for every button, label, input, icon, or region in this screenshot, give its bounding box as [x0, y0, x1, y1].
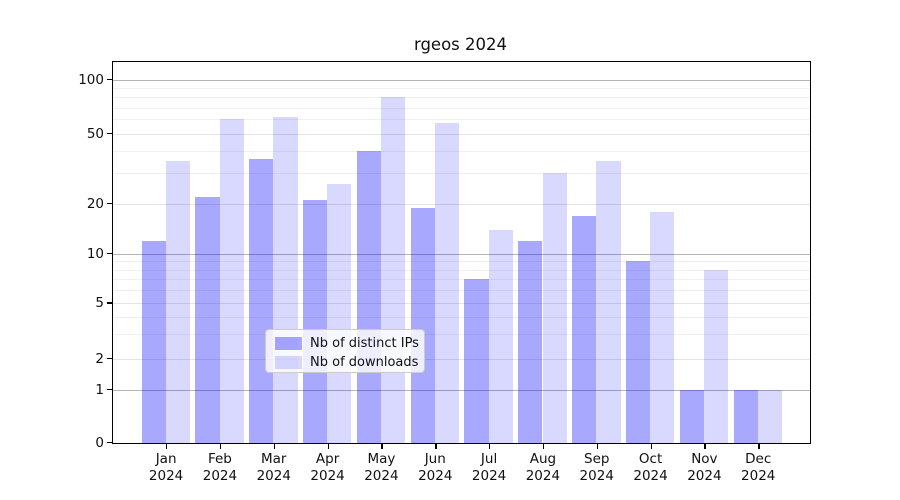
bar-distinct-ips	[679, 390, 704, 443]
gridline-minor	[113, 172, 810, 174]
x-tick-mark	[650, 444, 652, 449]
bar-downloads	[219, 119, 244, 443]
y-tick-mark	[107, 132, 112, 134]
x-tick-mark	[435, 444, 437, 449]
bar-downloads	[757, 390, 783, 443]
x-tick-mark	[489, 444, 491, 449]
legend-item-distinct-ips: Nb of distinct IPs	[275, 335, 424, 352]
gridline	[113, 359, 810, 360]
x-tick-label: Jan 2024	[148, 451, 184, 484]
x-tick-mark	[166, 444, 168, 449]
gridline-minor	[113, 88, 810, 90]
bar-distinct-ips	[625, 261, 651, 443]
bar-downloads	[488, 229, 513, 443]
gridline-minor	[113, 107, 810, 109]
x-tick-label: Dec 2024	[741, 451, 776, 484]
chart-title: rgeos 2024	[413, 35, 508, 54]
y-tick-mark	[107, 442, 112, 444]
y-tick-mark	[107, 203, 112, 205]
y-tick-label: 2	[95, 351, 104, 367]
gridline-minor	[113, 334, 810, 336]
y-tick-label: 10	[86, 246, 104, 262]
gridline-minor	[113, 97, 810, 99]
gridline	[113, 133, 810, 135]
x-tick-label: Nov 2024	[687, 451, 722, 484]
x-tick-label: Jun 2024	[418, 451, 453, 484]
y-tick-label: 0	[95, 435, 104, 451]
bar-distinct-ips	[302, 200, 328, 443]
x-tick-label: Jul 2024	[471, 451, 507, 484]
plot-area	[112, 61, 811, 444]
bar-downloads	[650, 211, 675, 443]
y-tick-label: 100	[78, 72, 104, 88]
x-tick-label: Mar 2024	[256, 451, 291, 484]
x-tick-label: Feb 2024	[202, 451, 238, 484]
legend-label: Nb of distinct IPs	[310, 336, 419, 351]
y-tick-label: 1	[95, 382, 104, 398]
bar-distinct-ips	[195, 196, 220, 443]
bar-distinct-ips	[572, 215, 597, 443]
x-tick-mark	[273, 444, 276, 449]
bar-distinct-ips	[249, 158, 274, 443]
gridline	[113, 80, 810, 81]
bar-downloads	[327, 183, 352, 443]
x-tick-mark	[219, 444, 222, 449]
gridline	[113, 204, 810, 205]
bar-distinct-ips	[464, 279, 489, 443]
bar-distinct-ips	[356, 150, 381, 443]
legend-label: Nb of downloads	[310, 355, 419, 370]
bar-downloads	[381, 97, 406, 443]
bar-distinct-ips	[141, 240, 166, 443]
x-tick-mark	[542, 444, 545, 449]
x-tick-label: Oct 2024	[633, 451, 668, 484]
gridline	[113, 390, 810, 391]
x-tick-mark	[327, 444, 329, 449]
gridline-minor	[113, 290, 810, 292]
gridline-minor	[113, 316, 810, 318]
bar-downloads	[165, 160, 190, 443]
x-tick-mark	[758, 444, 760, 449]
x-tick-label: May 2024	[364, 451, 399, 484]
gridline	[113, 303, 810, 305]
bar-distinct-ips	[733, 390, 758, 443]
x-tick-mark	[704, 444, 706, 449]
x-tick-mark	[596, 444, 599, 449]
gridline-minor	[113, 119, 810, 121]
y-tick-label: 20	[86, 196, 104, 212]
legend-swatch-ips-icon	[275, 337, 302, 350]
bar-downloads	[434, 123, 460, 443]
legend-item-downloads: Nb of downloads	[275, 354, 424, 371]
gridline-minor	[113, 261, 810, 263]
legend-swatch-downloads-icon	[275, 356, 302, 369]
x-tick-label: Aug 2024	[525, 451, 561, 484]
bar-downloads	[704, 269, 729, 443]
gridline-minor	[113, 279, 810, 281]
bar-distinct-ips	[518, 240, 543, 443]
y-tick-mark	[107, 253, 112, 255]
y-tick-label: 5	[95, 295, 104, 312]
gridline	[113, 254, 810, 255]
y-tick-mark	[107, 302, 112, 304]
bar-downloads	[273, 116, 298, 443]
bar-distinct-ips	[410, 207, 435, 443]
bar-downloads	[542, 172, 567, 443]
y-tick-mark	[107, 79, 112, 81]
y-tick-mark	[107, 389, 112, 391]
x-tick-mark	[381, 444, 383, 449]
legend: Nb of distinct IPs Nb of downloads	[265, 329, 425, 373]
bar-downloads	[596, 160, 621, 443]
y-tick-label: 50	[86, 125, 104, 142]
gridline-minor	[113, 150, 810, 152]
gridline-minor	[113, 269, 810, 271]
x-tick-label: Sep 2024	[579, 451, 614, 484]
x-tick-label: Apr 2024	[310, 451, 345, 484]
y-tick-mark	[107, 358, 112, 360]
